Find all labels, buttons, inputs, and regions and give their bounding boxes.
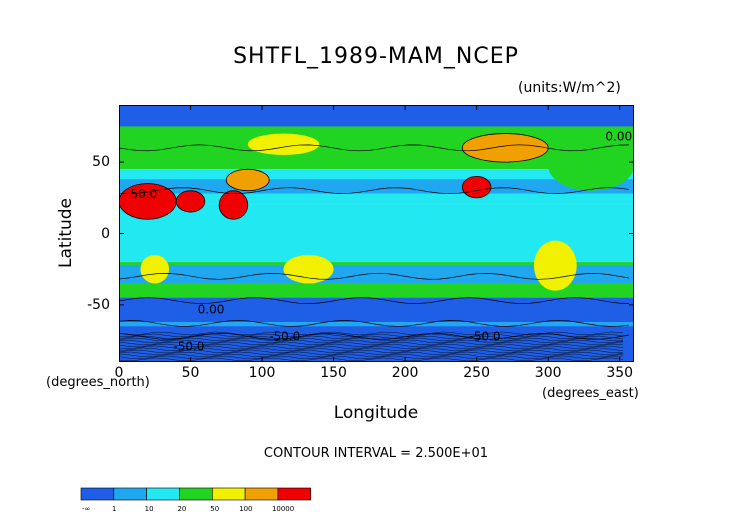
y-tick-label: -50 <box>87 296 110 313</box>
colorbar-label-1: 1 <box>112 505 116 513</box>
contour-line-4 <box>119 320 630 327</box>
colorbar-box-5 <box>244 487 279 501</box>
colorbar-label-2: 10 <box>145 505 154 513</box>
heatmap-plot-area: 0.00 -50.0 -50.0 -50.0 0.00 50.0 <box>119 105 634 362</box>
region-south-america <box>533 240 577 291</box>
antarctic-contour-13 <box>119 357 624 362</box>
region-tibet <box>226 169 270 191</box>
units-label: (units:W/m^2) <box>518 80 621 96</box>
y-tick-label: 50 <box>92 154 110 171</box>
antarctic-contour-0 <box>119 331 624 336</box>
x-tick-label: 150 <box>320 365 347 381</box>
region-australia <box>283 254 334 284</box>
antarctic-contour-6 <box>119 343 624 348</box>
antarctic-contour-11 <box>119 353 624 358</box>
antarctic-contour-12 <box>119 355 624 360</box>
colorbar-box-3 <box>179 487 213 501</box>
colorbar-box-2 <box>146 487 180 501</box>
contour-india <box>218 190 249 220</box>
colorbar-label-3: 20 <box>177 505 186 513</box>
antarctic-contour-7 <box>119 345 624 350</box>
contour-label-1: -50.0 <box>173 340 204 354</box>
colorbar-box-4 <box>211 487 246 501</box>
x-tick-label: 350 <box>606 365 634 381</box>
region-usa-southwest <box>462 176 491 198</box>
region-arabia <box>176 190 205 213</box>
colorbar-label-5: 100 <box>239 505 252 513</box>
y-axis-label: Latitude <box>56 198 76 268</box>
x-tick-label: 300 <box>534 365 562 381</box>
region-north-africa-sahara <box>119 183 177 220</box>
x-axis-label: Longitude <box>333 403 419 423</box>
antarctic-contour-8 <box>119 347 624 352</box>
colorbar-box-0 <box>80 487 115 501</box>
contour-line-1 <box>119 187 630 195</box>
antarctic-contour-5 <box>119 341 624 346</box>
colorbar-box-6 <box>277 487 312 501</box>
region-siberia <box>247 133 320 155</box>
contour-label-0: 0.00 <box>198 302 225 316</box>
colorbar-legend: -∞ 1 10 20 50 100 10000 <box>80 487 312 513</box>
region-southern-ocean-band <box>119 297 634 320</box>
region-south-africa <box>140 254 170 284</box>
contour-interval-label: CONTOUR INTERVAL = 2.500E+01 <box>263 446 489 461</box>
contour-label-2: -50.0 <box>269 330 300 344</box>
contour-line-3 <box>119 297 630 304</box>
x-tick-label: 200 <box>391 365 419 381</box>
lat-band-6 <box>119 322 634 331</box>
x-tick-label: 50 <box>181 365 200 381</box>
x-units-label: (degrees_east) <box>542 386 639 401</box>
y-tick-labels: 50 0 -50 <box>70 105 115 362</box>
x-tick-label: 0 <box>114 365 124 381</box>
colorbar-label-0: -∞ <box>82 505 90 513</box>
region-canada <box>462 133 549 163</box>
antarctic-contour-3 <box>119 337 624 342</box>
colorbar-label-4: 50 <box>210 505 219 513</box>
contour-label-5: 50.0 <box>130 187 157 201</box>
y-units-label: (degrees_north) <box>46 375 150 390</box>
region-north-atlantic <box>548 140 634 191</box>
region-india <box>219 190 248 220</box>
x-tick-label: 100 <box>248 365 276 381</box>
ocean-stripe-1 <box>119 264 634 284</box>
contour-arabia <box>175 190 206 213</box>
antarctic-contour-1 <box>119 333 624 338</box>
contour-usa-southwest <box>461 175 492 199</box>
antarctic-contour-2 <box>119 335 624 340</box>
y-tick-label: 0 <box>101 225 110 242</box>
antarctic-contour-10 <box>119 351 624 356</box>
region-north-polar <box>119 105 634 127</box>
contour-line-2 <box>119 272 630 280</box>
colorbar-label-6: 10000 <box>272 505 294 513</box>
colorbar-box-1 <box>113 487 147 501</box>
contour-label-4: 0.00 <box>605 130 632 144</box>
contour-line-0 <box>119 144 630 152</box>
contour-label-3: -50.0 <box>469 330 500 344</box>
x-tick-label: 250 <box>463 365 490 381</box>
contour-tibet <box>225 168 270 192</box>
antarctic-contour-9 <box>119 349 624 354</box>
chart-title: SHTFL_1989-MAM_NCEP <box>233 44 519 69</box>
antarctic-contour-4 <box>119 339 624 344</box>
x-tick-labels: 0 50 100 150 200 250 300 350 <box>0 365 752 385</box>
